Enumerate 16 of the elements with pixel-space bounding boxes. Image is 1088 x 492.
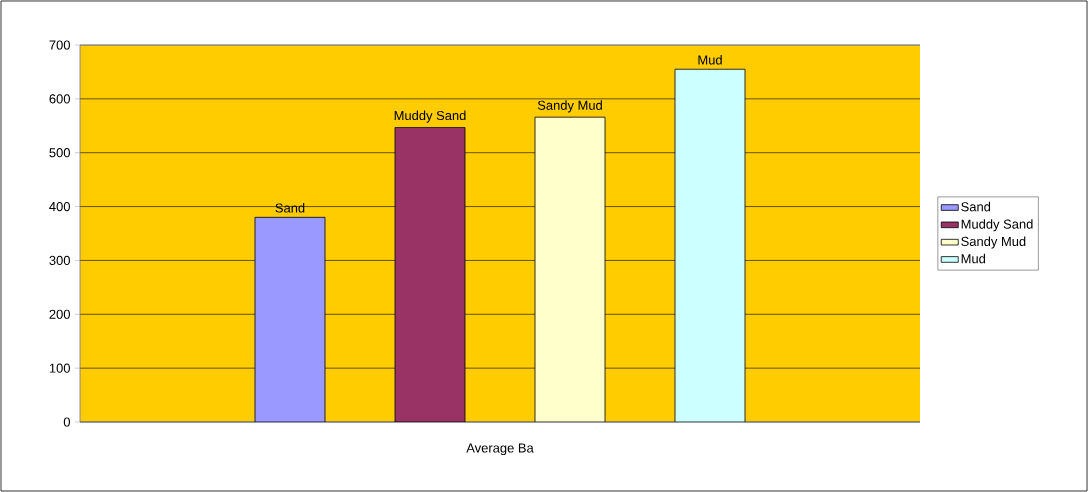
legend-label: Sandy Mud xyxy=(961,236,1026,249)
y-tick-label: 300 xyxy=(49,255,70,266)
y-tick-label: 0 xyxy=(63,417,70,427)
x-tick-label: Average Ba xyxy=(466,443,534,456)
y-tick-label: 400 xyxy=(49,201,70,212)
text: Mud xyxy=(698,55,722,65)
text: Sandy Mud xyxy=(537,100,602,113)
legend-label: Sand xyxy=(961,201,991,212)
text: Muddy Sand xyxy=(394,110,466,123)
legend-label: Mud xyxy=(961,253,986,264)
y-tick-label: 100 xyxy=(49,363,70,373)
y-tick-label: 500 xyxy=(49,148,70,158)
y-tick-label: 600 xyxy=(49,94,70,104)
y-tick-label: 200 xyxy=(49,309,70,319)
legend-label: Muddy Sand xyxy=(961,219,1033,232)
y-tick-label: 700 xyxy=(49,40,70,50)
